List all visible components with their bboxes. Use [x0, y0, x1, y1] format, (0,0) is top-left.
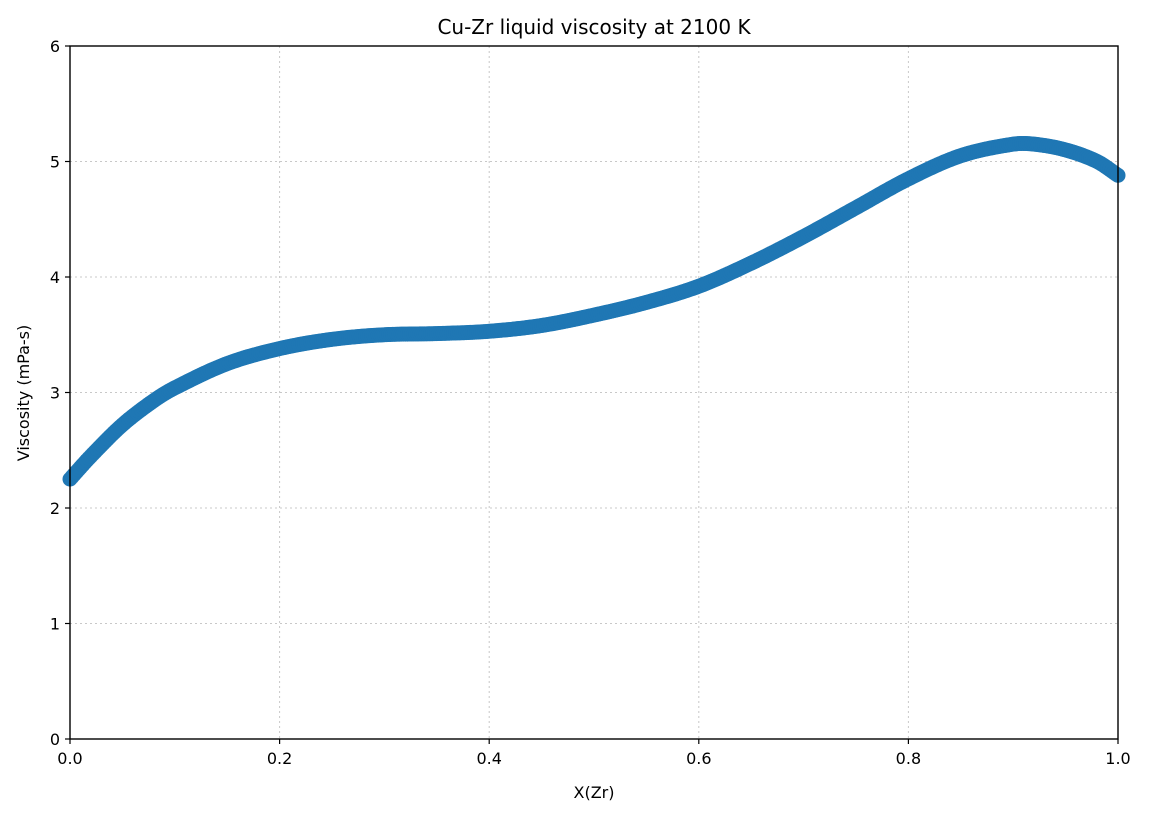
grid-layer: [70, 46, 1118, 739]
x-tick-label: 0.2: [267, 749, 292, 768]
chart-title: Cu-Zr liquid viscosity at 2100 K: [437, 15, 751, 39]
x-tick-label: 0.0: [57, 749, 82, 768]
x-axis-label: X(Zr): [574, 783, 615, 802]
y-tick-label: 2: [50, 499, 60, 518]
y-tick-label: 4: [50, 268, 60, 287]
y-tick-label: 1: [50, 615, 60, 634]
y-tick-label: 6: [50, 37, 60, 56]
y-tick-label: 3: [50, 384, 60, 403]
y-tick-label: 5: [50, 153, 60, 172]
y-axis-label: Viscosity (mPa-s): [14, 325, 33, 461]
data-layer: [62, 135, 1126, 487]
x-tick-label: 0.6: [686, 749, 711, 768]
tick-layer: 0.0 0.2 0.4 0.6 0.8 1.0 0 1 2 3 4 5 6: [50, 37, 1131, 768]
x-tick-label: 0.4: [476, 749, 501, 768]
x-tick-label: 0.8: [896, 749, 921, 768]
x-tick-label: 1.0: [1105, 749, 1130, 768]
y-tick-label: 0: [50, 730, 60, 749]
